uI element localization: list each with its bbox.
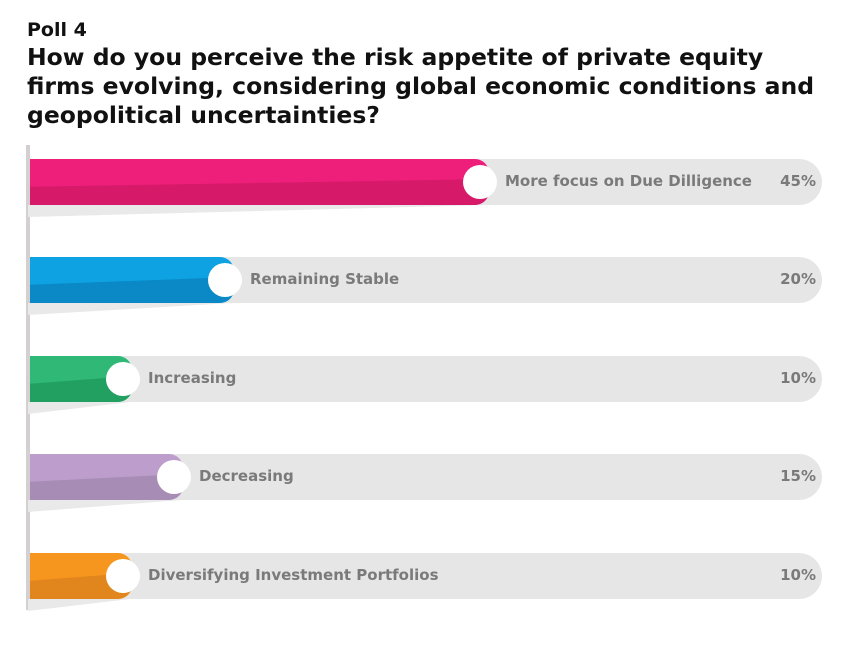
bar-value-label: 20% — [780, 270, 816, 288]
bar-label: Diversifying Investment Portfolios — [148, 566, 439, 584]
bar-row: Decreasing 15% — [28, 454, 822, 512]
bar-value-label: 10% — [780, 566, 816, 584]
bar-track — [30, 553, 822, 599]
bar-end-knob — [106, 362, 140, 396]
bar-fill — [30, 159, 489, 205]
bar-value-label: 45% — [780, 172, 816, 190]
axis-line — [26, 145, 30, 610]
poll-number: Poll 4 — [27, 19, 87, 41]
bar-track — [30, 356, 822, 402]
bar-end-knob — [208, 263, 242, 297]
bar-shadow — [28, 303, 232, 315]
poll-question: How do you perceive the risk appetite of… — [27, 43, 815, 129]
bar-label: Increasing — [148, 369, 237, 387]
bar-shadow — [28, 599, 130, 611]
bar-shadow — [28, 205, 487, 217]
bar-end-knob — [157, 460, 191, 494]
bar-fill — [30, 257, 234, 303]
bar-value-label: 10% — [780, 369, 816, 387]
bar-row: Increasing 10% — [28, 356, 822, 414]
bar-value-label: 15% — [780, 467, 816, 485]
bar-label: Remaining Stable — [250, 270, 400, 288]
bar-end-knob — [463, 165, 497, 199]
bar-label: Decreasing — [199, 467, 294, 485]
bar-shadow — [28, 402, 130, 414]
bar-end-knob — [106, 559, 140, 593]
bar-row: More focus on Due Dilligence 45% — [28, 159, 822, 217]
bar-label: More focus on Due Dilligence — [505, 172, 752, 190]
bar-shadow — [28, 500, 181, 512]
bar-row: Remaining Stable 20% — [28, 257, 822, 315]
bar-row: Diversifying Investment Portfolios 10% — [28, 553, 822, 611]
